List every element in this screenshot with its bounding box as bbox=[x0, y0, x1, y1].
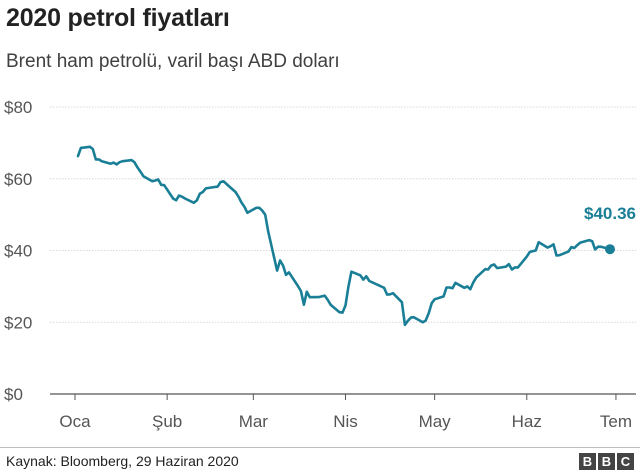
bbc-logo: B B C bbox=[579, 453, 634, 471]
x-tick-label: Şub bbox=[152, 412, 182, 431]
x-tick-label: Nis bbox=[333, 412, 358, 431]
chart-subtitle: Brent ham petrolü, varil başı ABD doları bbox=[6, 51, 340, 72]
y-tick-label: $40 bbox=[4, 242, 32, 261]
end-point-marker bbox=[605, 244, 615, 255]
x-tick-label: Tem bbox=[600, 412, 632, 431]
chart-title: 2020 petrol fiyatları bbox=[6, 4, 230, 32]
source-note: Kaynak: Bloomberg, 29 Haziran 2020 bbox=[6, 453, 239, 469]
y-tick-label: $0 bbox=[4, 385, 23, 404]
end-value-label: $40.36 bbox=[584, 204, 636, 223]
line-chart: $0 $20 $40 $60 $80 Oca Şub Mar Nis May Haz Tem $40.3… bbox=[4, 98, 636, 431]
x-tick-label: Oca bbox=[59, 412, 91, 431]
y-tick-label: $80 bbox=[4, 98, 32, 117]
x-tick-label: May bbox=[419, 412, 452, 431]
logo-letter-b1: B bbox=[579, 453, 596, 470]
y-tick-label: $60 bbox=[4, 170, 32, 189]
price-line bbox=[76, 145, 612, 327]
logo-letter-b2: B bbox=[598, 453, 615, 470]
y-tick-label: $20 bbox=[4, 313, 32, 332]
x-tick-label: Mar bbox=[239, 412, 269, 431]
logo-letter-c: C bbox=[617, 453, 634, 470]
footer-divider bbox=[0, 447, 640, 448]
x-tick-label: Haz bbox=[512, 412, 542, 431]
